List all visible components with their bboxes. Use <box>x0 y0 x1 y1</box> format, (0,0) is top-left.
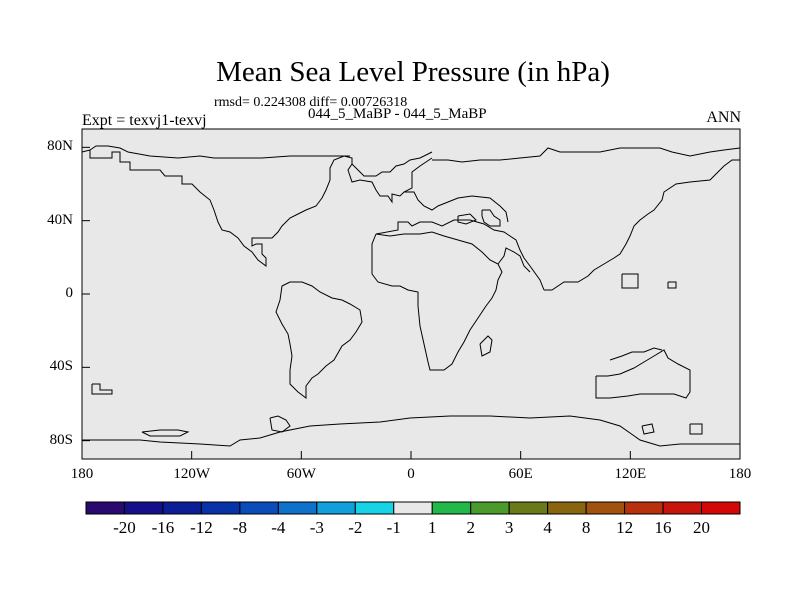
lon-tick-label: 0 <box>407 466 415 482</box>
coastline-greenland <box>351 151 433 177</box>
coastline-north-america <box>81 149 433 267</box>
coastline-australia <box>595 349 691 399</box>
lon-tick-label: 180 <box>728 466 752 482</box>
colorbar-label: 16 <box>654 518 672 537</box>
page-title: Mean Sea Level Pressure (in hPa) <box>216 56 610 88</box>
lon-tick-label: 180 <box>70 466 94 482</box>
coastline-madagascar <box>479 335 493 357</box>
colorbar-label: -1 <box>386 518 401 537</box>
map-frame <box>81 128 741 460</box>
lon-tick-label: 120E <box>614 466 647 482</box>
coastline-pacific-island <box>91 383 113 395</box>
colorbar-label: -16 <box>151 518 175 537</box>
lat-tick-label: 40S <box>49 358 73 375</box>
colorbar-label: -8 <box>232 518 247 537</box>
lat-tick-label: 80S <box>49 431 73 448</box>
colorbar-label: -4 <box>271 518 286 537</box>
coastline-eurasia-north <box>432 147 741 163</box>
colorbar-label: 1 <box>427 518 437 537</box>
colorbar-label: 20 <box>693 518 711 537</box>
coastline-eurasia-south <box>375 219 545 291</box>
coastlines <box>81 145 741 447</box>
coastline-eurasia-east <box>544 159 740 291</box>
coastline-antarctic-peninsula <box>269 415 291 433</box>
expt-label: Expt = texvj1-texvj <box>82 112 207 129</box>
rmsd-diff-stats: rmsd= 0.224308 diff= 0.00726318 <box>214 95 408 110</box>
coastline-europe-west <box>404 191 509 223</box>
lat-tick-label: 40N <box>47 211 73 228</box>
lon-tick-label: 120W <box>173 466 210 482</box>
coastline-new-zealand <box>689 423 703 435</box>
coastline-small-island <box>667 281 677 289</box>
colorbar-label: 3 <box>504 518 514 537</box>
colorbar-label: 2 <box>466 518 475 537</box>
coastline-tasmania <box>641 423 655 435</box>
coastline-black-sea <box>457 213 477 225</box>
case-label: 044_5_MaBP - 044_5_MaBP <box>308 106 487 122</box>
colorbar-label: -2 <box>348 518 363 537</box>
coastline-new-guinea <box>609 347 663 361</box>
colorbar-label: -3 <box>309 518 324 537</box>
coastline-caspian <box>481 209 501 227</box>
colorbar-label: 8 <box>581 518 591 537</box>
coastline-north-america-north <box>89 145 350 159</box>
lat-tick-label: 0 <box>65 285 74 301</box>
coastline-arabia <box>497 247 531 273</box>
colorbar-label: 4 <box>543 518 552 537</box>
coastline-africa <box>371 231 503 371</box>
coastline-south-america <box>275 281 363 399</box>
lon-tick-label: 60E <box>508 466 533 482</box>
coastline-antarctic-shelf <box>141 429 190 437</box>
coastline-japan <box>621 273 639 289</box>
colorbar-label: -20 <box>113 518 136 537</box>
lon-tick-label: 60W <box>286 466 316 482</box>
colorbar-label: -12 <box>190 518 213 537</box>
coastline-antarctica <box>82 415 740 447</box>
lat-tick-label: 80N <box>47 138 73 155</box>
colorbar-label: 12 <box>616 518 634 537</box>
season-label: ANN <box>706 109 741 126</box>
